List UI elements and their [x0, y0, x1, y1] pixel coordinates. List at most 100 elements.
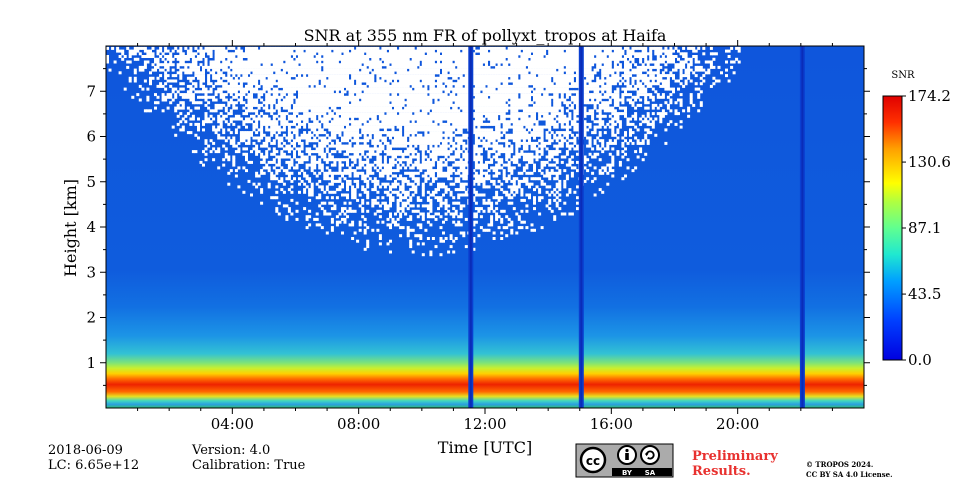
noise-speck: [197, 71, 200, 75]
noise-speck: [358, 139, 362, 143]
noise-speck: [194, 84, 198, 88]
noise-speck: [477, 63, 481, 67]
noise-speck: [224, 49, 228, 53]
noise-speck: [361, 65, 365, 69]
noise-speck: [325, 141, 329, 145]
noise-speck: [411, 174, 415, 178]
noise-speck: [447, 82, 451, 86]
noise-speck: [189, 93, 193, 97]
noise-speck: [454, 98, 458, 102]
noise-speck: [391, 163, 395, 167]
noise-speck: [335, 55, 339, 58]
noise-speck: [479, 106, 483, 110]
noise-speck: [439, 201, 443, 205]
noise-speck: [277, 95, 281, 99]
noise-speck: [149, 76, 152, 80]
noise-speck: [414, 150, 418, 154]
noise-speck: [487, 209, 491, 213]
noise-speck: [378, 114, 382, 118]
noise-speck: [366, 49, 370, 53]
noise-speck: [252, 55, 256, 58]
noise-speck: [439, 57, 443, 61]
noise-speck: [472, 46, 476, 50]
noise-speck: [449, 68, 453, 72]
noise-speck: [260, 57, 264, 61]
noise-speck: [437, 152, 440, 156]
noise-speck: [454, 117, 458, 121]
noise-speck: [479, 82, 483, 86]
noise-speck: [351, 125, 355, 129]
noise-speck: [373, 139, 377, 143]
noise-speck: [300, 79, 304, 83]
noise-speck: [452, 55, 456, 58]
noise-speck: [260, 144, 264, 148]
noise-speck: [426, 166, 430, 170]
noise-speck: [320, 82, 324, 86]
noise-speck: [282, 49, 286, 53]
noise-speck: [298, 71, 301, 75]
noise-speck: [267, 160, 271, 164]
noise-speck: [464, 182, 468, 186]
noise-speck: [199, 71, 203, 75]
noise-speck: [477, 71, 481, 75]
noise-speck: [386, 131, 390, 135]
noise-speck: [356, 109, 360, 113]
noise-speck: [426, 207, 430, 211]
noise-speck: [250, 101, 253, 105]
noise-speck: [411, 103, 415, 107]
noise-speck: [472, 150, 476, 154]
noise-speck: [426, 109, 430, 113]
noise-speck: [474, 215, 478, 219]
noise-speck: [262, 144, 266, 148]
noise-speck: [396, 209, 400, 213]
noise-speck: [239, 95, 243, 99]
noise-speck: [444, 122, 448, 126]
noise-speck: [414, 55, 418, 58]
noise-speck: [366, 82, 370, 86]
noise-speck: [300, 114, 304, 118]
noise-speck: [477, 103, 481, 107]
noise-speck: [386, 169, 390, 173]
noise-speck: [424, 76, 428, 80]
noise-speck: [323, 122, 327, 126]
noise-speck: [437, 57, 440, 61]
noise-speck: [434, 136, 438, 140]
noise-speck: [416, 242, 420, 246]
noise-speck: [330, 190, 334, 194]
noise-speck: [335, 125, 339, 129]
noise-speck: [232, 71, 236, 75]
noise-speck: [411, 49, 415, 53]
noise-speck: [482, 139, 486, 143]
noise-speck: [391, 74, 395, 78]
noise-speck: [401, 158, 405, 162]
noise-speck: [310, 87, 314, 91]
noise-speck: [404, 52, 408, 56]
noise-speck: [378, 160, 382, 164]
noise-speck: [459, 98, 463, 102]
noise-speck: [328, 201, 332, 205]
noise-speck: [245, 76, 248, 80]
noise-speck: [224, 63, 228, 67]
noise-speck: [270, 84, 274, 88]
noise-speck: [348, 112, 352, 116]
noise-speck: [391, 103, 395, 107]
noise-speck: [303, 87, 307, 91]
noise-speck: [179, 76, 183, 80]
noise-speck: [431, 112, 435, 116]
noise-speck: [474, 84, 478, 88]
noise-speck: [404, 79, 408, 83]
noise-speck: [325, 79, 329, 83]
noise-speck: [358, 93, 362, 97]
noise-speck: [452, 114, 456, 118]
noise-speck: [452, 196, 456, 200]
noise-speck: [328, 190, 332, 194]
noise-speck: [416, 133, 420, 137]
noise-speck: [452, 201, 456, 205]
noise-speck: [447, 63, 451, 67]
noise-speck: [479, 49, 483, 53]
noise-speck: [434, 217, 438, 221]
noise-speck: [424, 60, 428, 64]
noise-speck: [376, 179, 380, 183]
noise-speck: [227, 155, 231, 159]
noise-speck: [426, 46, 430, 50]
